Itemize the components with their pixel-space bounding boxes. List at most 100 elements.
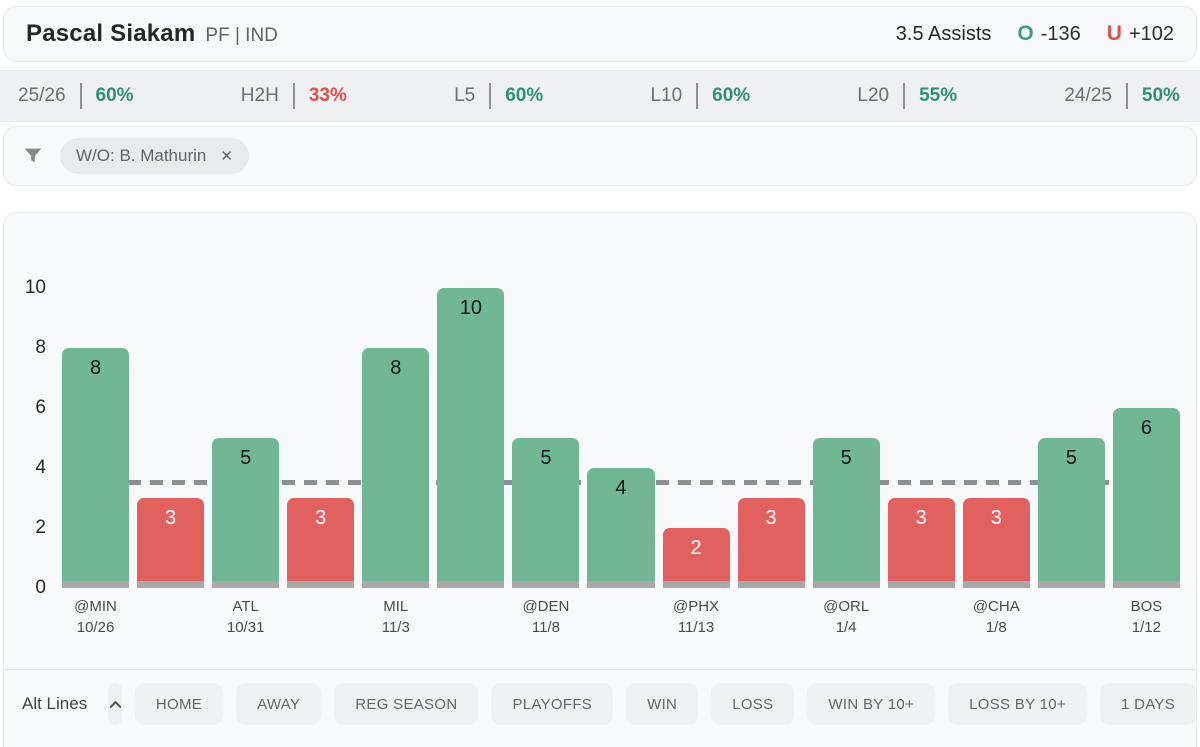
bar-base-stub	[1037, 581, 1105, 588]
chip-close-icon[interactable]: ✕	[220, 147, 233, 165]
stat-divider	[292, 83, 295, 109]
toolbar-filter-button-1-days[interactable]: 1 DAYS	[1099, 683, 1196, 725]
bar-value-label: 8	[390, 357, 402, 379]
game-bar[interactable]: 5	[812, 438, 880, 588]
bar-base-stub	[62, 581, 130, 588]
stat-divider	[1125, 83, 1128, 109]
y-axis-tick-label: 0	[35, 577, 46, 598]
game-bar[interactable]: 2	[662, 528, 730, 588]
filter-funnel-icon	[24, 148, 42, 163]
bar-value-label: 3	[765, 507, 777, 529]
alt-lines-stepper	[108, 683, 122, 725]
bar-base-stub	[962, 581, 1030, 588]
under-odds: U +102	[1107, 22, 1174, 46]
bar-value-label: 2	[690, 537, 702, 559]
bar-base-stub	[737, 581, 805, 588]
bar-base-stub	[287, 581, 355, 588]
game-bar[interactable]: 3	[287, 498, 355, 588]
chart-plot-zone: 8 3 5 3 8 10 5 4 2 3 5 3 3 5 6 0 2 4 6 8 10	[18, 277, 1180, 598]
game-tick-label	[137, 596, 204, 638]
toolbar-filter-button-playoffs[interactable]: PLAYOFFS	[491, 683, 614, 725]
game-bar[interactable]: 3	[962, 498, 1030, 588]
y-axis-tick-label: 6	[35, 397, 46, 418]
player-position-team: PF | IND	[205, 25, 278, 46]
game-bar[interactable]: 3	[137, 498, 205, 588]
game-tick-label: @DEN 11/8	[522, 598, 570, 636]
game-tick-label: @MIN 10/26	[74, 598, 117, 636]
stat-label: 24/25	[1064, 85, 1112, 106]
toolbar-filter-button-reg-season[interactable]: REG SEASON	[334, 683, 479, 725]
game-bar[interactable]: 5	[212, 438, 280, 588]
stat-label: L5	[454, 85, 476, 106]
bar-base-stub	[812, 581, 880, 588]
toolbar-filter-button-home[interactable]: HOME	[134, 683, 224, 725]
y-axis-tick-label: 8	[35, 337, 46, 358]
stat-divider	[696, 83, 699, 109]
bar-value-label: 4	[615, 477, 627, 499]
stat-label: L20	[857, 85, 890, 106]
toolbar-filter-button-loss-by-10-[interactable]: LOSS BY 10+	[948, 683, 1087, 725]
stat-item: 25/26 60%	[18, 83, 134, 109]
chevron-up-icon	[109, 700, 122, 708]
stat-label: 25/26	[18, 85, 66, 106]
player-identity: Pascal Siakam PF | IND	[26, 20, 278, 48]
stat-value: 60%	[95, 85, 134, 106]
filter-toolbar: Alt Lines HOME AWAY REG SEASON PLAYOFFS WIN L…	[4, 670, 1196, 725]
stat-label: H2H	[240, 85, 279, 106]
bar-base-stub	[887, 581, 955, 588]
bar-value-label: 10	[459, 297, 482, 319]
over-odds-value: -136	[1040, 22, 1081, 45]
y-axis-tick-label: 10	[24, 277, 46, 298]
toolbar-divider	[4, 669, 1196, 670]
filter-chip-wo-mathurin[interactable]: W/O: B. Mathurin ✕	[60, 138, 249, 174]
game-tick-label: MIL 11/3	[381, 598, 410, 636]
y-axis-tick-label: 4	[35, 457, 46, 478]
game-bar[interactable]: 10	[437, 288, 505, 588]
bar-base-stub	[437, 581, 505, 588]
prop-odds: 3.5 Assists O -136 U +102	[896, 22, 1174, 46]
player-header: Pascal Siakam PF | IND 3.5 Assists O -13…	[3, 6, 1197, 62]
y-axis-tick-label: 2	[35, 517, 46, 538]
stat-item: L5 60%	[454, 83, 543, 109]
game-tick-label: BOS 1/12	[1130, 598, 1163, 636]
game-bar[interactable]: 5	[1037, 438, 1105, 588]
game-log-chart-card: 8 3 5 3 8 10 5 4 2 3 5 3 3 5 6 0 2 4 6 8 10 @MIN 10/26 ATL 10/…	[3, 212, 1197, 747]
under-odds-value: +102	[1128, 22, 1174, 45]
game-tick-label: ATL 10/31	[226, 598, 265, 636]
game-bar[interactable]: 8	[62, 348, 130, 588]
bar-value-label: 6	[1140, 417, 1152, 439]
over-odds: O -136	[1017, 22, 1080, 46]
game-tick-label	[1038, 596, 1105, 638]
alt-lines-label: Alt Lines	[22, 694, 88, 713]
game-bar[interactable]: 3	[737, 498, 805, 588]
prop-line: 3.5 Assists	[895, 22, 992, 45]
bar-base-stub	[362, 581, 430, 588]
bar-base-stub	[212, 581, 280, 588]
stat-divider	[79, 83, 82, 109]
alt-line-up-button[interactable]	[108, 683, 122, 725]
bar-value-label: 5	[1065, 447, 1077, 469]
stat-divider	[903, 83, 906, 109]
stat-item: H2H 33%	[241, 83, 347, 109]
filter-chip-label: W/O: B. Mathurin	[76, 146, 207, 165]
game-bar[interactable]: 8	[362, 348, 430, 588]
game-tick-label: @PHX 11/13	[672, 598, 720, 636]
filter-bar: W/O: B. Mathurin ✕	[3, 126, 1197, 186]
bar-value-label: 3	[165, 507, 177, 529]
toolbar-filter-button-away[interactable]: AWAY	[236, 683, 322, 725]
stat-value: 33%	[308, 85, 347, 106]
toolbar-filter-button-loss[interactable]: LOSS	[711, 683, 795, 725]
game-tick-label	[587, 596, 654, 638]
bar-base-stub	[1112, 581, 1180, 588]
toolbar-filter-button-win-by-10-[interactable]: WIN BY 10+	[807, 683, 936, 725]
bar-base-stub	[512, 581, 580, 588]
game-bar[interactable]: 4	[587, 468, 655, 588]
toolbar-filter-button-win[interactable]: WIN	[626, 683, 699, 725]
game-bar[interactable]: 6	[1112, 408, 1180, 588]
bar-value-label: 3	[315, 507, 327, 529]
game-tick-label	[437, 596, 504, 638]
x-axis-labels: @MIN 10/26 ATL 10/31 MIL 11/3 @DEN 11/8 @PHX 11/1…	[62, 596, 1180, 638]
game-bar[interactable]: 3	[887, 498, 955, 588]
bar-value-label: 3	[915, 507, 927, 529]
game-bar[interactable]: 5	[512, 438, 580, 588]
